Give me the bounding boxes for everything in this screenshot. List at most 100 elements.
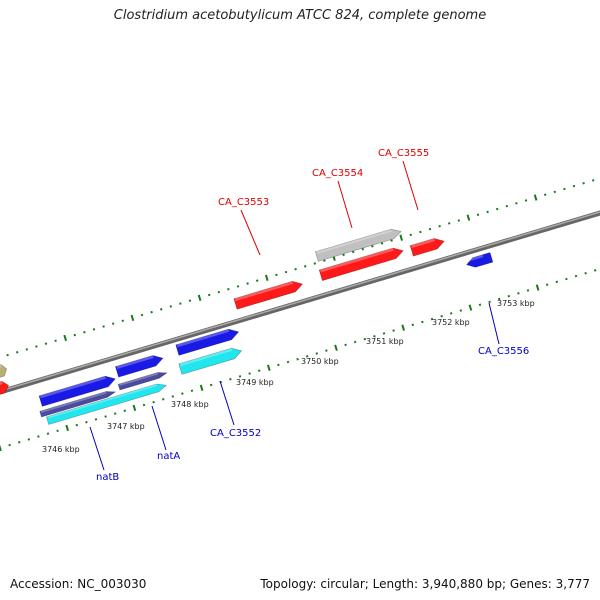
- reverse-tick: [488, 300, 491, 304]
- gene-ca-c3554-gray[interactable]: [315, 227, 402, 262]
- gene-ca-c3554[interactable]: [318, 245, 405, 281]
- forward-tick: [505, 204, 509, 208]
- reverse-tick: [209, 383, 213, 387]
- gene-ca-c3554-gray-body[interactable]: [315, 227, 402, 262]
- map-title: Clostridium acetobutylicum ATCC 824, com…: [113, 8, 487, 23]
- gene-blue-3-body[interactable]: [38, 374, 117, 407]
- leader-line-ca-c3553: [240, 209, 261, 256]
- gene-ca-c3554-shine: [320, 248, 394, 273]
- reverse-tick: [37, 435, 40, 438]
- reverse-tick: [401, 324, 406, 331]
- gene-natb[interactable]: [46, 381, 168, 425]
- reverse-tick: [363, 337, 367, 341]
- forward-tick: [15, 351, 19, 354]
- forward-tick: [73, 333, 77, 337]
- gene-label-ca-c3556[interactable]: CA_C3556: [478, 346, 529, 357]
- reverse-tick: [334, 344, 338, 351]
- backbone-line: [0, 210, 600, 395]
- gene-ca-c3553[interactable]: [233, 279, 304, 310]
- reverse-tick: [353, 340, 357, 344]
- forward-tick: [457, 219, 461, 222]
- reverse-tick: [593, 269, 597, 272]
- kbp-label: 3752 kbp: [432, 318, 470, 327]
- gene-label-ca-c3555[interactable]: CA_C3555: [378, 148, 429, 159]
- gene-ca-c3555[interactable]: [409, 236, 446, 257]
- reverse-tick: [104, 415, 107, 418]
- reverse-tick: [132, 404, 137, 412]
- gene-nata-purple[interactable]: [117, 370, 168, 391]
- reverse-tick: [584, 272, 587, 275]
- gene-blue-3[interactable]: [38, 374, 117, 407]
- reverse-tick: [468, 304, 473, 311]
- forward-tick: [543, 193, 547, 196]
- reverse-tick: [65, 424, 70, 432]
- gene-ca-c3552-body[interactable]: [178, 346, 243, 375]
- gene-nata-purple-body[interactable]: [117, 370, 168, 391]
- forward-tick: [294, 267, 297, 271]
- gene-natb-purple-body[interactable]: [39, 389, 117, 418]
- reverse-tick: [199, 384, 204, 392]
- gene-ca-c3553-body[interactable]: [233, 279, 304, 310]
- gene-blue-2-body[interactable]: [115, 353, 164, 378]
- forward-tick: [121, 319, 125, 323]
- gene-ca-c3555-shine: [411, 238, 435, 248]
- gene-ca-c3554-gray-shine: [316, 229, 392, 254]
- gene-natb-body[interactable]: [46, 381, 168, 425]
- reverse-tick: [305, 355, 309, 358]
- forward-tick: [323, 259, 326, 262]
- reverse-tick: [373, 335, 376, 338]
- reverse-tick: [123, 409, 127, 413]
- forward-tick: [515, 202, 518, 205]
- gene-blue-1-body[interactable]: [175, 327, 240, 356]
- gene-blue-3-shine: [40, 376, 106, 399]
- gene-ca-c3553-shine: [234, 281, 294, 302]
- gene-features: [0, 227, 494, 425]
- gene-ca-c3552[interactable]: [178, 346, 243, 375]
- gene-blue-2[interactable]: [115, 353, 164, 378]
- reverse-tick: [190, 389, 194, 392]
- gene-blue-1[interactable]: [175, 327, 240, 356]
- gene-red-edge-body[interactable]: [0, 380, 10, 397]
- forward-tick: [255, 279, 259, 282]
- gene-label-ca-c3554[interactable]: CA_C3554: [312, 168, 363, 179]
- gene-label-natb[interactable]: natB: [96, 472, 119, 483]
- gene-ca-c3556-body[interactable]: [465, 252, 494, 269]
- gene-ca-c3554-body[interactable]: [318, 245, 405, 281]
- forward-tick: [399, 234, 404, 241]
- reverse-tick: [449, 312, 453, 315]
- gene-label-ca-c3552[interactable]: CA_C3552: [210, 428, 261, 439]
- gene-natb-purple[interactable]: [39, 389, 117, 418]
- forward-tick: [25, 348, 29, 351]
- reverse-tick: [565, 277, 568, 281]
- forward-tick: [130, 314, 135, 322]
- gene-olive-edge[interactable]: [0, 363, 8, 380]
- reverse-tick: [113, 412, 117, 415]
- reverse-tick: [152, 400, 155, 404]
- forward-tick: [83, 330, 86, 334]
- reverse-tick: [430, 317, 434, 321]
- forward-tick: [44, 342, 48, 345]
- reverse-tick: [238, 375, 242, 378]
- reverse-tick: [325, 349, 328, 352]
- gene-label-ca-c3553[interactable]: CA_C3553: [218, 197, 269, 208]
- gene-red-edge[interactable]: [0, 380, 10, 397]
- reverse-tick: [526, 289, 530, 292]
- genome-backbone: [0, 210, 600, 395]
- gene-ca-c3555-body[interactable]: [409, 236, 446, 257]
- gene-nata-purple-shine: [119, 372, 159, 386]
- forward-tick: [197, 294, 202, 302]
- forward-tick: [246, 282, 249, 285]
- reverse-tick: [94, 418, 98, 421]
- forward-tick: [533, 194, 538, 201]
- reverse-tick: [229, 378, 232, 381]
- gene-ca-c3556[interactable]: [465, 252, 494, 269]
- reverse-tick: [171, 395, 175, 398]
- forward-tick: [582, 182, 585, 185]
- forward-tick: [169, 305, 173, 308]
- gene-label-nata[interactable]: natA: [157, 451, 180, 462]
- gene-olive-edge-body[interactable]: [0, 363, 8, 380]
- forward-tick: [476, 213, 480, 217]
- reverse-tick: [535, 284, 540, 291]
- kbp-label: 3750 kbp: [301, 357, 339, 366]
